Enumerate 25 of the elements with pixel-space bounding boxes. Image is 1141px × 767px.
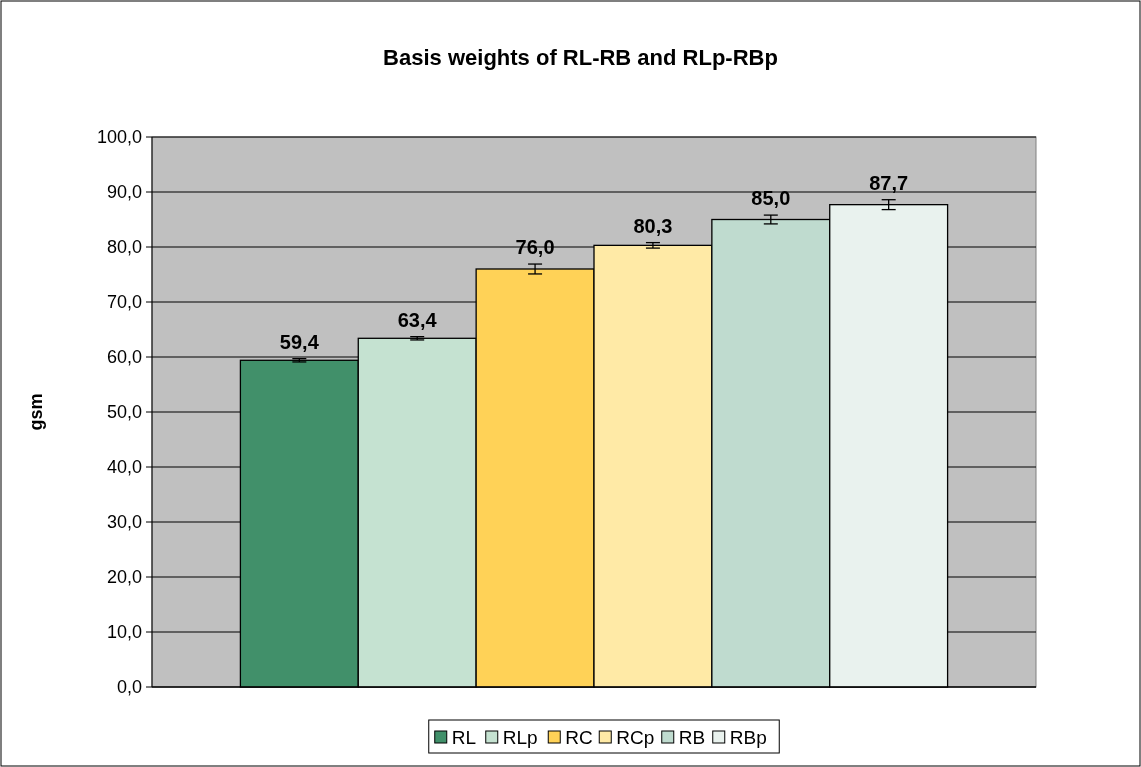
legend-label: RLp [502, 727, 538, 748]
y-tick-label: 100,0 [96, 127, 142, 148]
y-tick-label: 30,0 [106, 512, 142, 533]
text: 63,4 [397, 308, 437, 331]
y-tick-label: 0,0 [116, 677, 142, 698]
y-tick-label: 80,0 [106, 237, 142, 258]
text: 87,7 [869, 171, 909, 194]
y-tick-label: 40,0 [106, 457, 142, 478]
y-tick-label: 10,0 [106, 622, 142, 643]
y-tick-label: 70,0 [106, 292, 142, 313]
legend-label: RBp [729, 727, 767, 748]
chart-title: Basis weights of RL-RB and RLp-RBp [383, 45, 778, 70]
legend-label: RC [565, 727, 593, 748]
text: 85,0 [751, 187, 791, 210]
y-tick-label: 20,0 [106, 567, 142, 588]
y-tick-label: 60,0 [106, 347, 142, 368]
y-axis-title: gsm [26, 393, 46, 431]
legend-label: RCp [616, 727, 655, 748]
text: 59,4 [279, 330, 319, 353]
text: 76,0 [515, 236, 555, 259]
legend-label: RL [451, 727, 477, 748]
text: 80,3 [633, 214, 673, 237]
y-tick-label: 50,0 [106, 402, 142, 423]
y-tick-label: 90,0 [106, 182, 142, 203]
legend-label: RB [678, 727, 706, 748]
